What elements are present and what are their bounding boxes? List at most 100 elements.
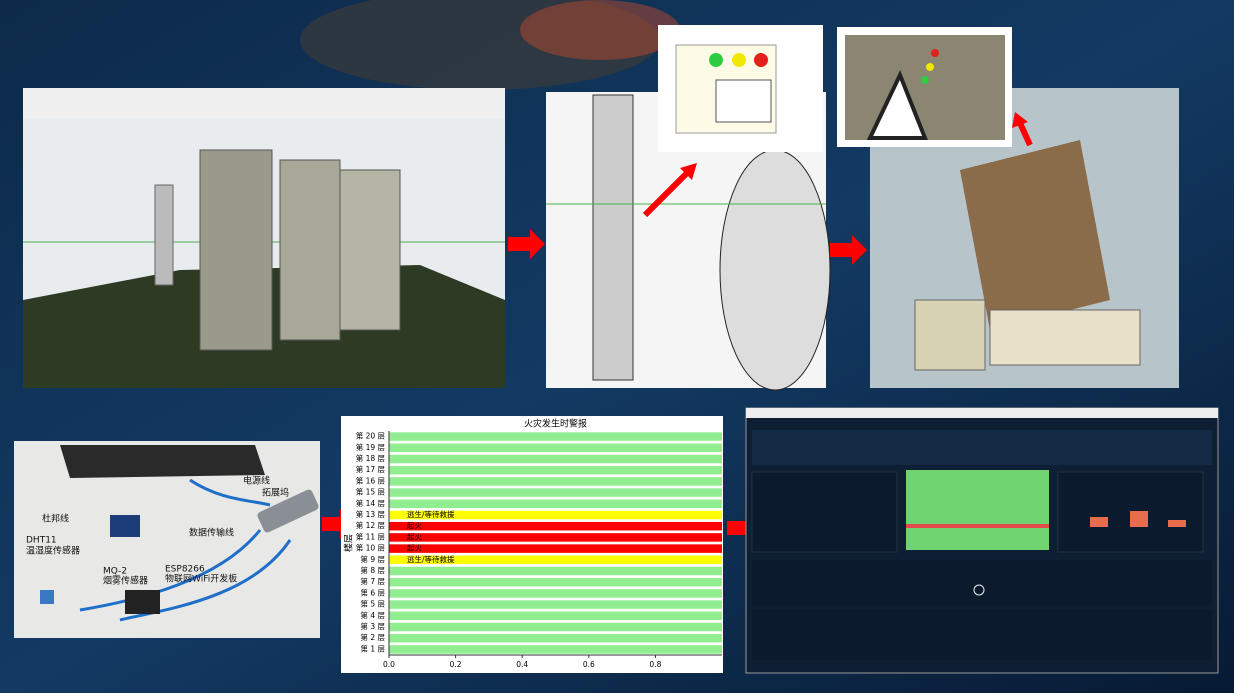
arrow	[642, 167, 693, 218]
y-tick-label: 第 1 层	[360, 643, 385, 653]
bar	[389, 633, 722, 643]
flow-arrow	[830, 235, 867, 265]
label: 数据传输线	[189, 527, 234, 539]
y-tick-label: 第 18 层	[356, 453, 386, 463]
y-tick-label: 第 11 层	[356, 531, 386, 541]
staircase	[154, 184, 174, 286]
bar	[389, 465, 722, 475]
tower	[719, 149, 831, 391]
bar	[389, 488, 722, 497]
balcony	[914, 299, 986, 371]
label: 拓展坞	[262, 487, 289, 499]
light	[926, 63, 934, 71]
line-card	[751, 471, 898, 553]
label: 温湿度传感器	[26, 545, 80, 557]
room-floor	[960, 140, 1110, 330]
sketchup-panel	[23, 88, 505, 388]
bar	[389, 577, 722, 587]
flow-arrow	[508, 229, 545, 259]
laptop	[60, 445, 265, 478]
bar	[389, 521, 722, 531]
box	[715, 79, 772, 123]
status-label: 起火	[407, 532, 422, 541]
stats-row	[752, 430, 1212, 465]
x-tick-label: 0.8	[649, 660, 661, 669]
log-panel	[752, 610, 1212, 660]
y-tick-label: 第 2 层	[360, 632, 385, 642]
bar	[389, 589, 722, 598]
chart-title: 火灾发生时警报	[524, 418, 587, 430]
bar	[389, 611, 722, 621]
building	[279, 159, 341, 341]
status-label: 逃生/等待救援	[407, 509, 455, 519]
y-tick-label: 第 16 层	[356, 475, 386, 485]
bar	[389, 477, 722, 486]
y-tick-label: 第 3 层	[360, 621, 385, 631]
bar	[389, 566, 722, 576]
label: 电源线	[243, 475, 270, 487]
bar	[1090, 517, 1108, 527]
bar	[1130, 511, 1148, 527]
cables	[79, 478, 292, 622]
bar	[389, 443, 722, 453]
x-tick-label: 0.6	[583, 660, 595, 669]
bar	[389, 600, 722, 609]
status-label: 逃生/等待救援	[407, 554, 455, 564]
corridor	[845, 35, 1005, 140]
bar	[389, 645, 722, 654]
y-tick-label: 第 6 层	[360, 587, 385, 597]
staircase	[592, 94, 634, 381]
titlebar	[746, 408, 1218, 418]
building	[339, 169, 401, 331]
y-axis-label: 楼层	[343, 534, 355, 552]
arrow-head	[680, 163, 697, 180]
bar	[1168, 520, 1186, 527]
bar	[389, 510, 722, 520]
corridor-popup	[837, 27, 1012, 147]
fire-floor	[906, 524, 1049, 528]
y-tick-label: 第 14 层	[356, 498, 386, 508]
y-tick-label: 第 10 层	[356, 543, 386, 553]
bar	[389, 555, 722, 565]
arrow	[1017, 121, 1033, 147]
y-tick-label: 第 8 层	[360, 565, 385, 575]
y-tick-label: 第 13 层	[356, 509, 386, 519]
light	[732, 53, 746, 67]
y-tick-label: 第 4 层	[360, 610, 385, 620]
y-tick-label: 第 20 层	[356, 431, 386, 441]
dock	[257, 489, 319, 533]
board	[110, 515, 140, 537]
label: 烟雾传感器	[103, 575, 148, 587]
arrow-head	[1012, 112, 1028, 128]
sign	[866, 69, 928, 140]
status-label: 起火	[407, 521, 422, 530]
light	[921, 76, 929, 84]
y-tick-label: 第 5 层	[360, 599, 385, 609]
y-tick-label: 第 15 层	[356, 487, 386, 497]
board	[125, 590, 160, 614]
hardware-photo: 电源线 拓展坞 杜邦线 数据传输线 DHT11 温湿度传感器 MQ-2 烟雾传感…	[14, 441, 320, 638]
bar	[389, 499, 722, 509]
y-tick-label: 第 12 层	[356, 520, 386, 530]
sensor	[40, 590, 54, 604]
x-tick-label: 0.0	[383, 660, 395, 669]
y-tick-label: 第 19 层	[356, 442, 386, 452]
y-tick-label: 第 17 层	[356, 464, 386, 474]
light	[754, 53, 768, 67]
bar	[389, 432, 722, 441]
label: ESP8266	[165, 565, 205, 575]
status-row	[752, 560, 1212, 605]
light	[931, 49, 939, 57]
toolbar	[23, 88, 505, 118]
label: 杜邦线	[42, 513, 69, 525]
label: MQ-2	[103, 567, 127, 577]
bar	[389, 533, 722, 542]
y-tick-label: 第 7 层	[360, 576, 385, 586]
x-tick-label: 0.2	[450, 660, 462, 669]
dashboard	[745, 407, 1219, 674]
building	[199, 149, 273, 351]
bar	[389, 544, 722, 553]
lights-popup	[658, 25, 823, 152]
